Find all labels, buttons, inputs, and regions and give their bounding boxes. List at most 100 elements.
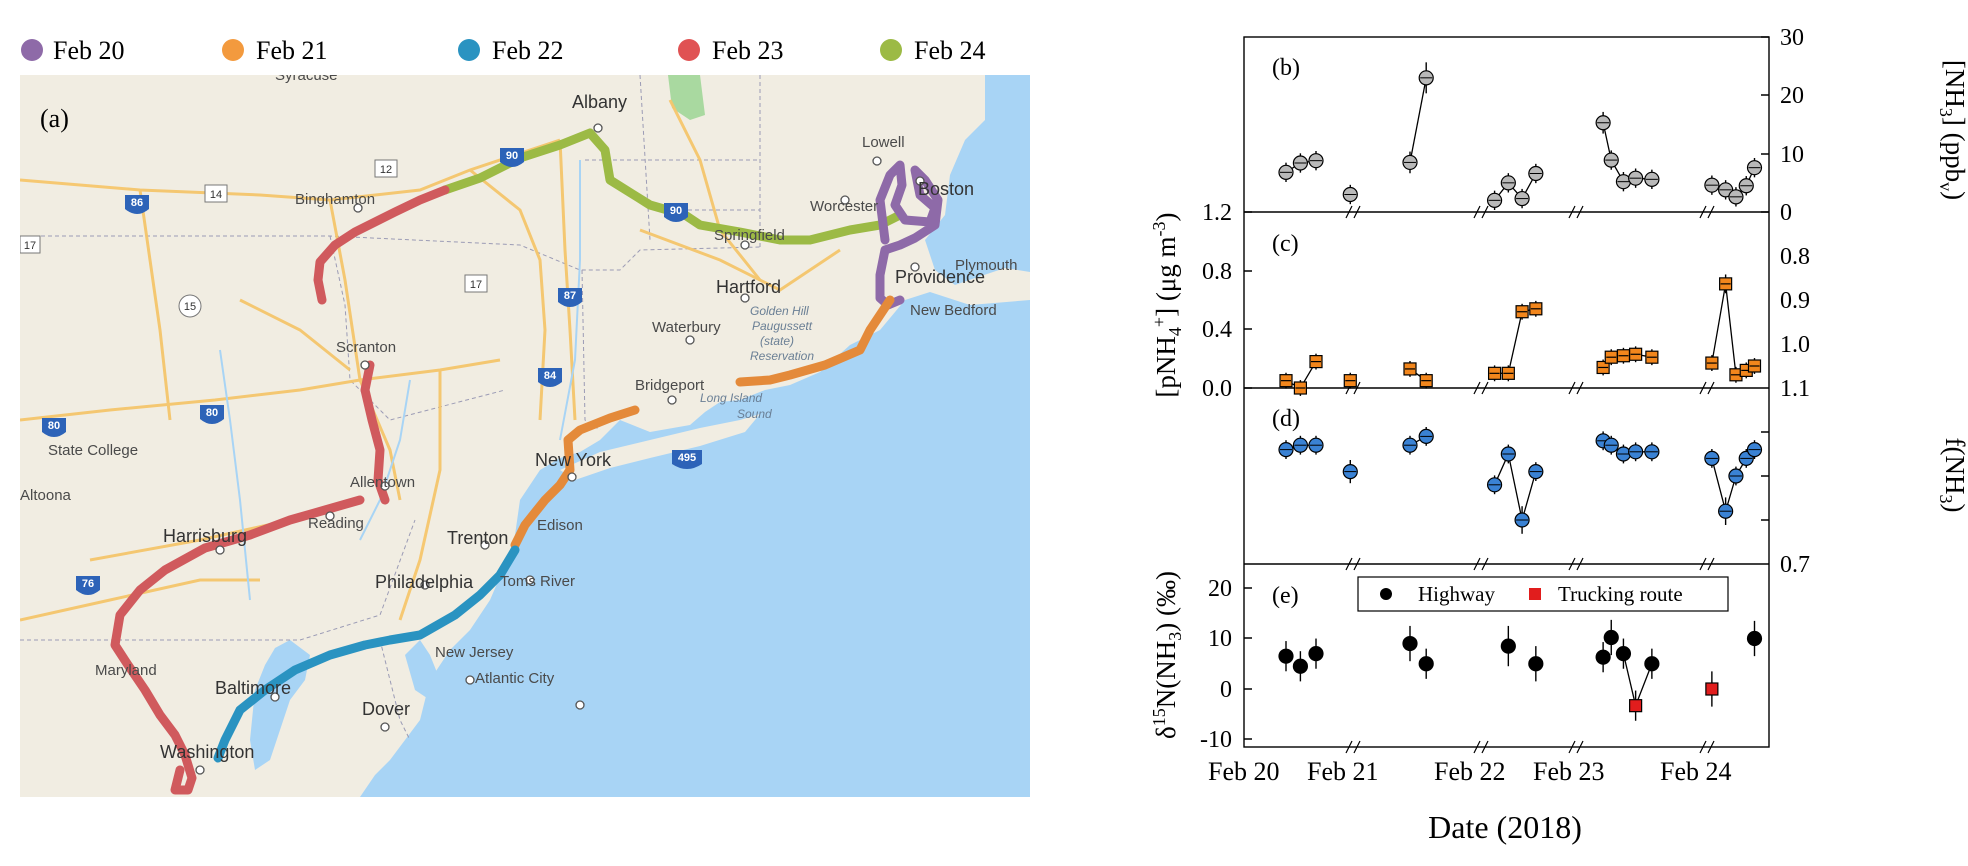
- svg-text:90: 90: [506, 150, 518, 162]
- city-dots: [195, 123, 925, 775]
- axis-break-2-2: [1568, 557, 1584, 571]
- svg-text:(state): (state): [760, 334, 794, 348]
- marker-panel3-s0-4: [1418, 656, 1434, 672]
- x-tick-feb21: Feb 21: [1307, 757, 1379, 786]
- tick-label-e-0: 0: [1220, 677, 1232, 703]
- tick-label-d-07: 0.7: [1780, 552, 1810, 578]
- svg-text:86: 86: [131, 197, 143, 209]
- tick-label-d-09: 0.9: [1780, 288, 1810, 314]
- svg-text:Philadelphia: Philadelphia: [375, 572, 474, 592]
- svg-text:84: 84: [544, 370, 557, 382]
- axis-break-3-0: [1699, 205, 1715, 219]
- line-panel0-group2: [1409, 77, 1427, 163]
- svg-text:17: 17: [24, 240, 36, 252]
- x-tick-feb20: Feb 20: [1208, 757, 1280, 786]
- svg-text:Springfield: Springfield: [714, 227, 785, 244]
- axis-break-1-2: [1473, 557, 1489, 571]
- marker-panel3-s0-11: [1746, 630, 1763, 647]
- legend-e-highway-marker: [1380, 588, 1392, 600]
- shield-i80-west: 80: [42, 418, 66, 437]
- panels-frame: [1243, 36, 1770, 748]
- shield-i80-east: 80: [200, 405, 224, 424]
- marker-panel3-s0-8: [1603, 629, 1619, 646]
- time-series-panels: (b) (c) (d) (e) 0 10 20 30 [NH3] (ppbv) …: [1149, 25, 1968, 845]
- legend-label-feb22: Feb 22: [492, 36, 564, 65]
- svg-text:Paugussett: Paugussett: [752, 319, 813, 333]
- svg-text:New Jersey: New Jersey: [435, 644, 514, 661]
- svg-text:Hartford: Hartford: [716, 277, 781, 297]
- svg-text:80: 80: [206, 407, 218, 419]
- svg-text:Reading: Reading: [308, 515, 364, 532]
- marker-panel3-s0-10: [1644, 656, 1660, 672]
- tick-label-e-m10: -10: [1200, 727, 1232, 753]
- x-tick-feb24: Feb 24: [1660, 757, 1732, 786]
- axis-c-left: 0.0 0.4 0.8 1.2: [1202, 200, 1252, 402]
- marker-panel3-s0-5: [1500, 638, 1516, 654]
- line-panel0-group4: [1602, 122, 1652, 183]
- ylabel-c: [pNH4+] (μg m-3): [1149, 212, 1185, 397]
- axis-break-marks: [1345, 205, 1715, 754]
- marker-panel3-s0-3: [1402, 635, 1418, 652]
- svg-text:Scranton: Scranton: [336, 339, 396, 356]
- map-highways: [20, 99, 841, 622]
- map-rivers: [219, 160, 581, 601]
- svg-text:State College: State College: [48, 442, 138, 459]
- axis-break-3-3: [1699, 740, 1715, 754]
- route-map: 86 14 12 90 17 87 90 15 17 84 80 80 495 …: [20, 67, 1030, 797]
- legend-marker-feb21: [222, 39, 244, 61]
- panel-label-e: (e): [1272, 583, 1299, 609]
- axis-b-right: 0 10 20 30: [1761, 25, 1804, 226]
- svg-text:Baltimore: Baltimore: [215, 678, 291, 698]
- marker-panel3-s1-0: [1629, 699, 1643, 713]
- marker-panel3-s0-6: [1528, 656, 1544, 672]
- axis-break-2-0: [1568, 205, 1584, 219]
- svg-text:Edison: Edison: [537, 517, 583, 534]
- tick-label-e-20: 20: [1208, 576, 1232, 602]
- shield-i90-east: 90: [664, 203, 688, 222]
- svg-text:Sound: Sound: [737, 407, 772, 421]
- axis-d-right: 1.1 1.0 0.9 0.8 0.7: [1761, 244, 1810, 578]
- svg-text:Worcester: Worcester: [810, 198, 878, 215]
- tick-label-c-08: 0.8: [1202, 259, 1232, 285]
- svg-text:76: 76: [82, 578, 94, 590]
- legend-marker-feb22: [458, 39, 480, 61]
- shield-i86: 86: [125, 195, 149, 214]
- tick-label-b-10: 10: [1780, 142, 1804, 168]
- svg-text:Trenton: Trenton: [447, 528, 508, 548]
- axis-break-0-2: [1345, 557, 1361, 571]
- axis-break-0-0: [1345, 205, 1361, 219]
- axis-break-3-2: [1699, 557, 1715, 571]
- svg-text:Harrisburg: Harrisburg: [163, 526, 247, 546]
- svg-text:Providence: Providence: [895, 267, 985, 287]
- svg-text:Long Island: Long Island: [700, 391, 762, 405]
- svg-text:Toms River: Toms River: [500, 573, 575, 590]
- svg-text:Washington: Washington: [160, 742, 254, 762]
- shield-route12: 12: [374, 159, 398, 178]
- svg-text:17: 17: [470, 279, 482, 291]
- tick-label-b-0: 0: [1780, 200, 1792, 226]
- route-feb22: [213, 545, 520, 763]
- svg-text:Atlantic City: Atlantic City: [475, 670, 555, 687]
- axis-break-0-3: [1345, 740, 1361, 754]
- ylabel-b: [NH3] (ppbv): [1936, 60, 1968, 200]
- interstate-shields: 86 14 12 90 17 87 90 15 17 84 80 80 495 …: [20, 148, 702, 595]
- shield-route14: 14: [204, 184, 228, 203]
- svg-text:Allentown: Allentown: [350, 474, 415, 491]
- ylabel-d: f(NH3): [1936, 438, 1968, 513]
- panel-frames: [1243, 36, 1770, 748]
- svg-text:Maryland: Maryland: [95, 662, 157, 679]
- map-long-island: [560, 414, 760, 480]
- svg-text:Syracuse: Syracuse: [275, 67, 338, 84]
- axis-break-1-3: [1473, 740, 1489, 754]
- panel-label-c: (c): [1272, 231, 1299, 257]
- tick-label-c-0: 0.0: [1202, 376, 1232, 402]
- svg-text:New Bedford: New Bedford: [910, 302, 997, 319]
- tick-label-b-30: 30: [1780, 25, 1804, 51]
- legend-e-trucking-label: Trucking route: [1558, 582, 1683, 606]
- panel-label-d: (d): [1272, 406, 1300, 432]
- svg-text:14: 14: [210, 189, 222, 201]
- map-panel-label: (a): [40, 104, 69, 133]
- svg-text:Boston: Boston: [918, 179, 974, 199]
- line-panel2-group3: [1493, 451, 1537, 521]
